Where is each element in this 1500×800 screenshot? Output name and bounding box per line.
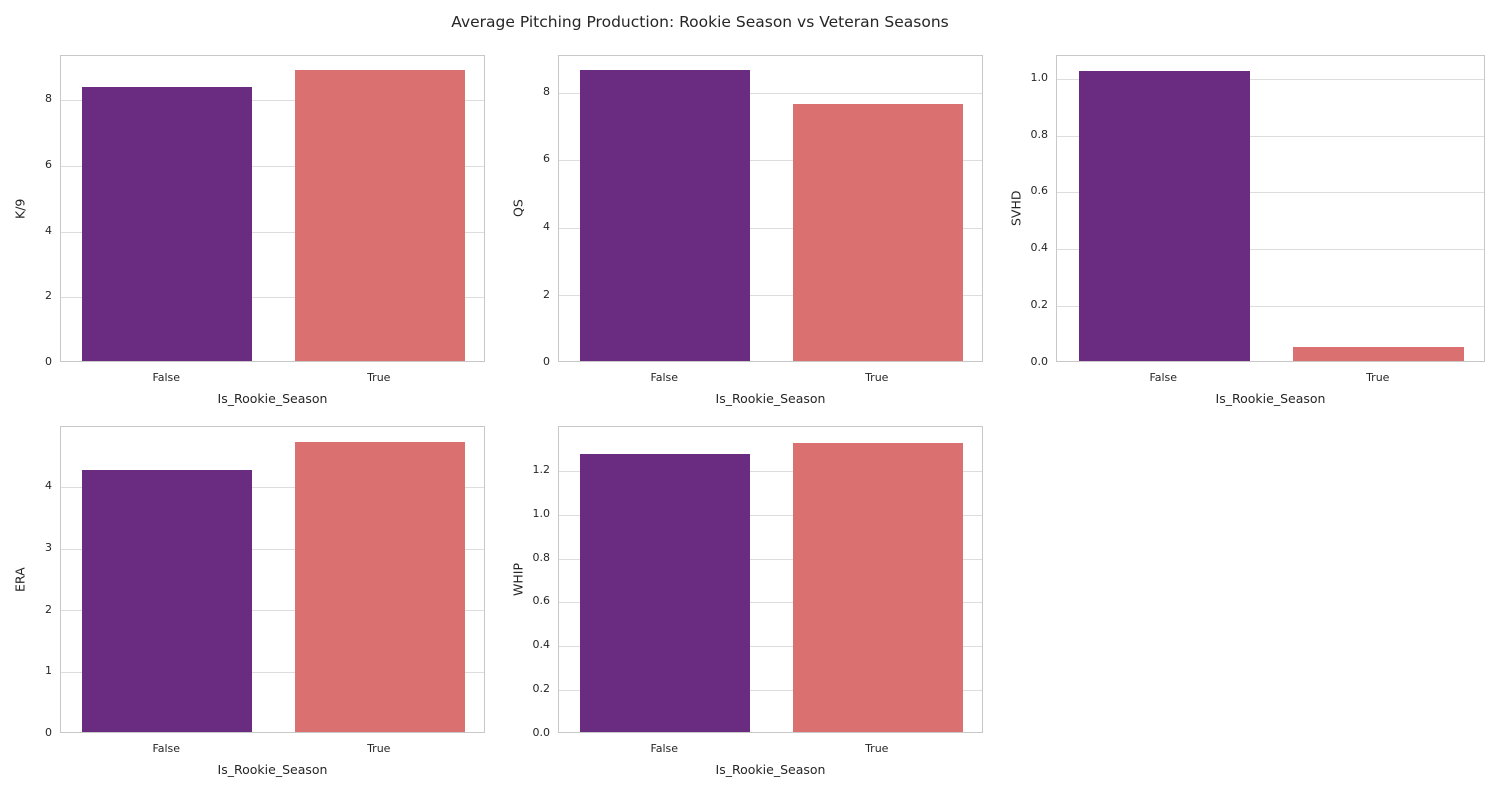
y-tick-label: 0.8 [532,550,551,564]
x-tick-label-true: True [865,371,889,384]
bar-qs-false [580,70,751,361]
y-tick-label: 0 [45,726,52,739]
gridline-qs-4 [559,228,982,229]
bar-svhd-true [1292,346,1465,361]
gridline-qs-6 [559,160,982,161]
gridline-svhd-0.4 [1057,249,1484,250]
gridline-k9-6 [61,166,484,167]
gridline-whip-0.2 [559,690,982,691]
x-axis-label-k9: Is_Rookie_Season [217,391,328,406]
plot-area-era [60,426,485,733]
gridline-qs-2 [559,295,982,296]
bar-whip-true [792,442,963,732]
y-axis-label-whip: WHIP [510,563,526,596]
gridline-svhd-0.8 [1057,136,1484,137]
gridline-era-3 [61,549,484,550]
bar-whip-false [580,453,751,732]
y-tick-label: 1.0 [532,506,551,520]
y-axis-label-era: ERA [12,567,28,592]
x-tick-label-false: False [152,371,181,384]
y-axis-label-qs: QS [510,199,526,218]
y-tick-label: 8 [45,92,52,105]
figure-title: Average Pitching Production: Rookie Seas… [451,13,949,31]
x-tick-label-true: True [1366,371,1390,384]
y-tick-label: 0.2 [532,682,551,696]
subplot-k9: 0 2 4 6 8 False True Is_Rookie_Season K/9 [13,55,485,406]
y-tick-label: 0.6 [532,594,551,608]
subplot-svhd: 0.0 0.2 0.4 0.6 0.8 1.0 False True Is_Rookie_Sea… [1009,55,1485,406]
gridline-svhd-1 [1057,79,1484,80]
y-tick-label: 2 [543,287,550,301]
x-tick-label-false: False [152,742,181,755]
y-tick-label: 0.6 [1030,184,1049,198]
plot-area-k9 [60,55,485,362]
gridline-k9-4 [61,232,484,233]
y-tick-label: 0.2 [1030,298,1049,312]
subplot-era: 0 1 2 3 4 False True Is_Rookie_Season ERA [13,426,485,777]
subplot-whip: 0.0 0.2 0.4 0.6 0.8 1.0 1.2 False True Is_Rookie_… [511,426,983,777]
y-tick-label: 8 [543,84,550,98]
bar-era-true [294,441,465,732]
gridline-era-1 [61,672,484,673]
x-tick-label-true: True [367,371,391,384]
y-tick-label: 2 [45,602,52,616]
gridline-whip-0.6 [559,602,982,603]
y-tick-label: 0.0 [1030,355,1049,368]
bar-k9-false [82,87,253,361]
gridline-era-2 [61,610,484,611]
x-axis-label-qs: Is_Rookie_Season [715,391,826,406]
y-tick-label: 2 [45,289,52,303]
x-tick-label-false: False [650,371,679,384]
gridline-whip-1 [559,515,982,516]
x-axis-label-era: Is_Rookie_Season [217,762,328,777]
plot-area-svhd [1056,55,1485,362]
y-axis-label-svhd: SVHD [1008,190,1024,227]
x-tick-label-false: False [1149,371,1178,384]
y-tick-label: 0 [45,355,52,368]
gridline-k9-2 [61,297,484,298]
x-tick-label-true: True [865,742,889,755]
y-tick-label: 0 [543,355,550,368]
y-tick-label: 0.4 [532,638,551,652]
gridline-whip-0.4 [559,646,982,647]
bar-svhd-false [1078,71,1251,361]
plot-area-qs [558,55,983,362]
x-axis-label-whip: Is_Rookie_Season [715,762,826,777]
y-tick-label: 4 [45,478,52,492]
gridline-qs-8 [559,93,982,94]
bar-qs-true [792,104,963,361]
y-tick-label: 6 [45,157,52,171]
y-axis-label-k9: K/9 [12,198,28,219]
y-tick-label: 4 [45,223,52,237]
x-tick-label-true: True [367,742,391,755]
bar-era-false [82,469,253,732]
y-tick-label: 1.2 [532,462,551,476]
y-tick-label: 1 [45,664,52,678]
y-tick-label: 0.4 [1030,241,1049,255]
gridline-whip-1.2 [559,471,982,472]
gridline-svhd-0.2 [1057,306,1484,307]
gridline-svhd-0.6 [1057,192,1484,193]
bar-k9-true [294,70,465,361]
y-tick-label: 0.0 [532,726,551,739]
y-tick-label: 1.0 [1030,70,1049,84]
gridline-era-4 [61,487,484,488]
gridline-whip-0.8 [559,559,982,560]
subplot-qs: 0 2 4 6 8 False True Is_Rookie_Season QS [511,55,983,406]
gridline-k9-8 [61,100,484,101]
y-tick-label: 3 [45,540,52,554]
x-tick-label-false: False [650,742,679,755]
y-tick-label: 4 [543,219,550,233]
y-tick-label: 6 [543,152,550,166]
plot-area-whip [558,426,983,733]
x-axis-label-svhd: Is_Rookie_Season [1215,391,1326,406]
y-tick-label: 0.8 [1030,127,1049,141]
